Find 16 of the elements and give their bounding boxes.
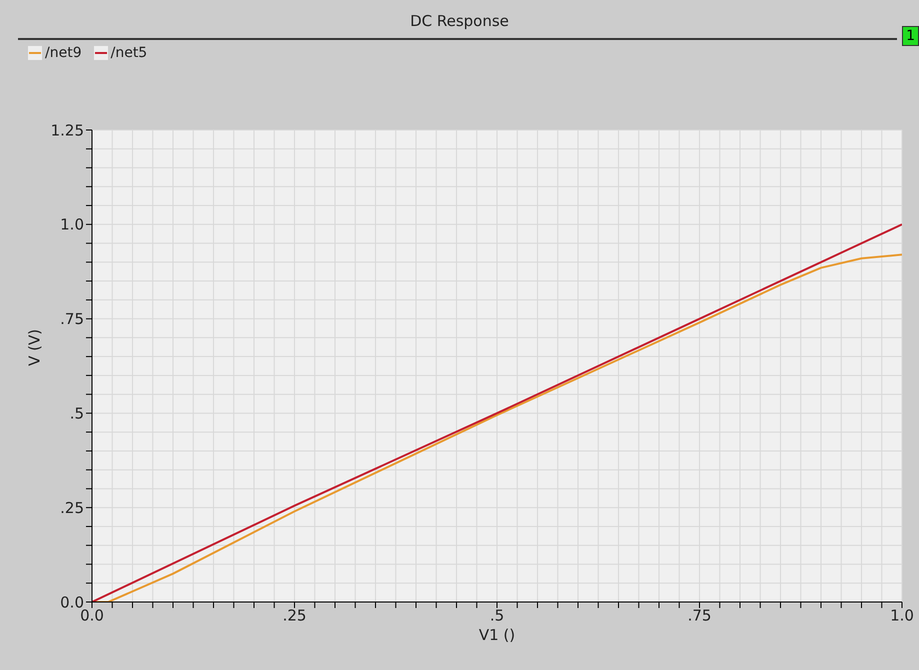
x-tick-label: .75 — [688, 606, 712, 625]
text: 1 — [902, 26, 919, 46]
x-tick-label: 1.0 — [890, 606, 914, 625]
x-axis-title: V1 () — [478, 626, 516, 644]
y-axis-title: V (V) — [25, 329, 44, 366]
legend-label: /net5 — [110, 45, 148, 61]
y-tick-label: .5 — [70, 404, 84, 423]
y-tick-label: 1.0 — [60, 216, 84, 234]
y-tick-label: 1.25 — [50, 121, 84, 140]
x-tick-label: 0.0 — [80, 606, 104, 625]
x-tick-label: .25 — [282, 606, 306, 625]
x-tick-label: .5 — [490, 606, 504, 625]
chart-title: DC Response — [410, 12, 509, 30]
y-tick-label: .25 — [60, 498, 84, 517]
y-tick-label: .75 — [60, 310, 84, 328]
legend-label: /net9 — [45, 45, 82, 61]
